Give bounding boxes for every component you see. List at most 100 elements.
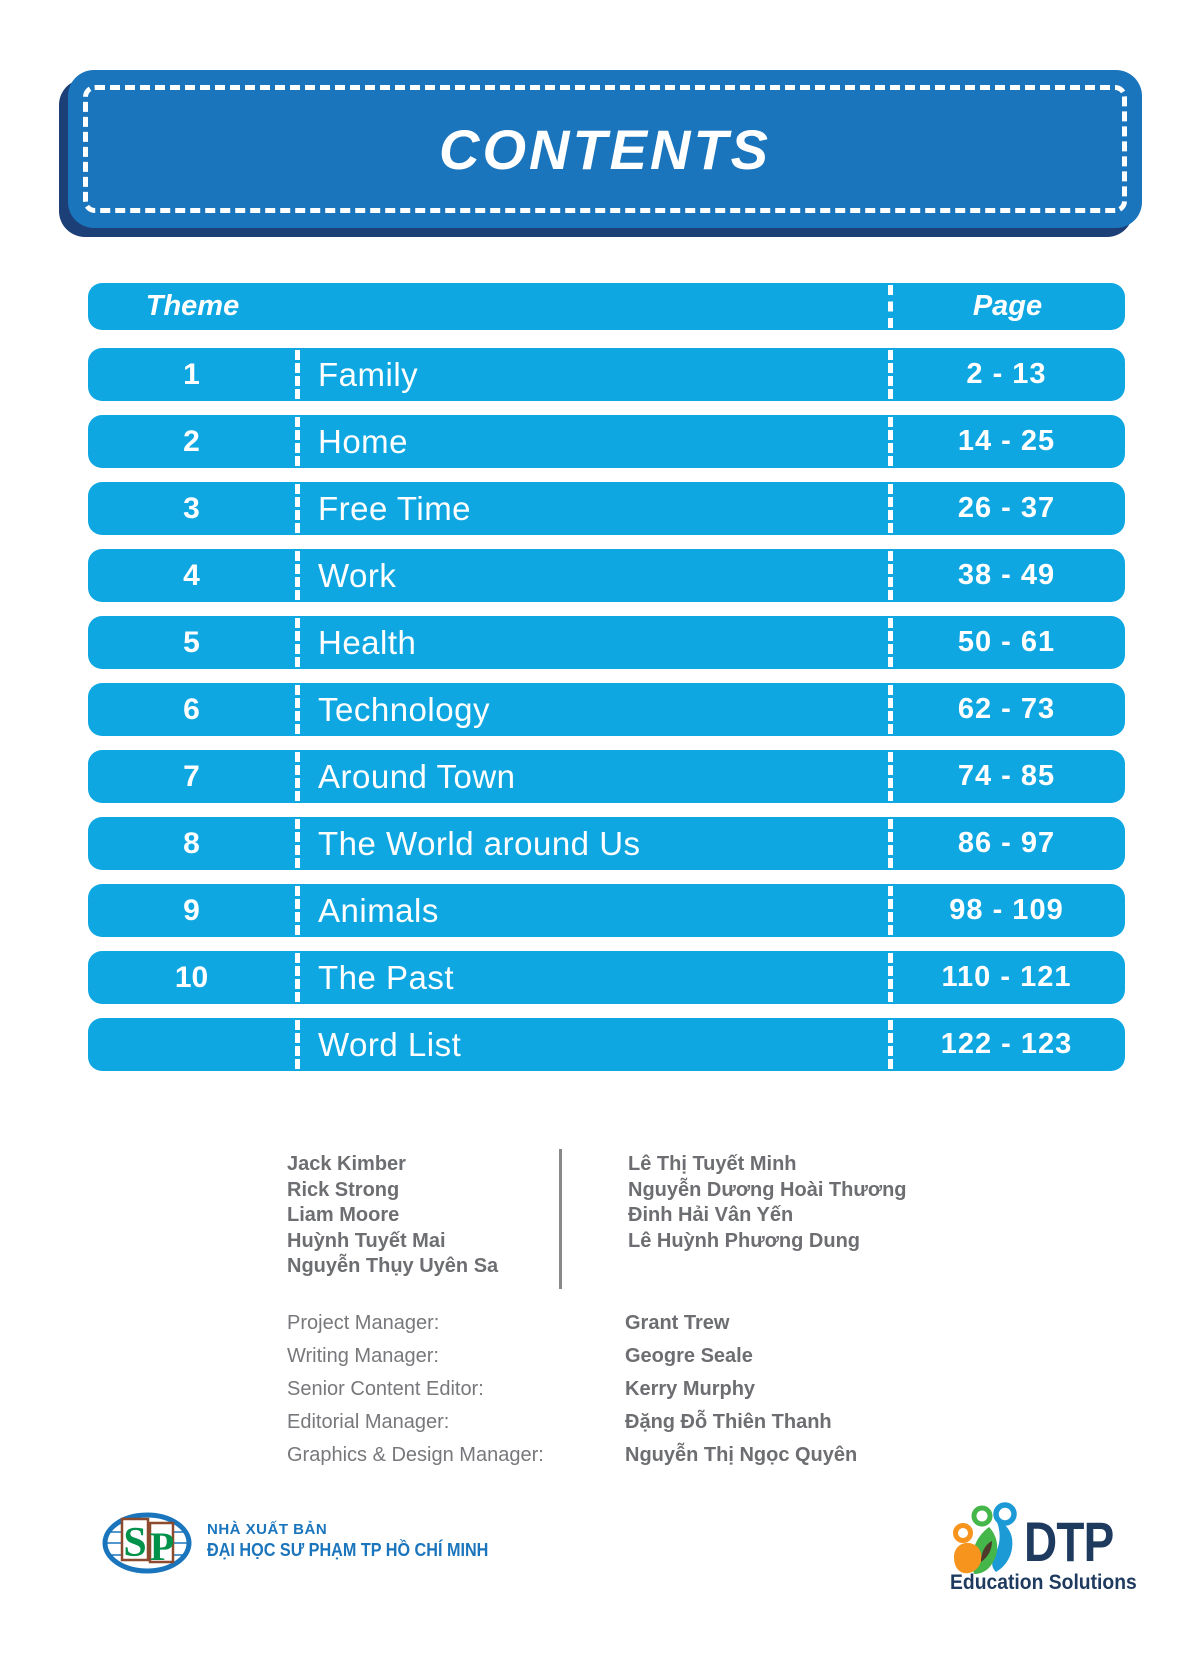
dashed-divider-icon	[295, 551, 300, 600]
toc-table: Theme Page 1 Family 2 - 13 2 Home 14 - 25 3 Fre…	[88, 283, 1125, 1085]
page-range: 62 - 73	[957, 693, 1056, 725]
page-range: 26 - 37	[957, 492, 1056, 524]
toc-row: 6 Technology 62 - 73	[88, 683, 1125, 736]
dashed-divider-icon	[888, 484, 893, 533]
dashed-divider-icon	[888, 886, 893, 935]
toc-row: 8 The World around Us 86 - 97	[88, 817, 1125, 870]
credits-divider	[559, 1149, 562, 1289]
page-column-header: Page	[972, 290, 1043, 322]
dashed-divider-icon	[295, 819, 300, 868]
roles-list: Project Manager: Grant Trew Writing Manage…	[287, 1312, 927, 1477]
toc-row: Word List 122 - 123	[88, 1018, 1125, 1071]
role-row: Project Manager: Grant Trew	[287, 1312, 927, 1345]
dashed-divider-icon	[295, 350, 300, 399]
dashed-border	[83, 85, 1127, 213]
theme-number: 8	[183, 826, 200, 860]
dashed-divider-icon	[888, 1020, 893, 1069]
author-name: Lê Thị Tuyết Minh	[628, 1153, 797, 1175]
page-range: 74 - 85	[957, 760, 1056, 792]
author-name: Đinh Hải Vân Yến	[628, 1204, 794, 1226]
sp-letter-s: S	[123, 1520, 146, 1566]
role-label: Senior Content Editor:	[287, 1378, 484, 1400]
role-row: Graphics & Design Manager: Nguyễn Thị Ngọ…	[287, 1444, 927, 1477]
theme-number: 2	[183, 424, 200, 458]
author-name: Lê Huỳnh Phương Dung	[628, 1229, 861, 1252]
toc-row: 1 Family 2 - 13	[88, 348, 1125, 401]
page-range: 86 - 97	[957, 827, 1056, 859]
page-range: 50 - 61	[957, 626, 1056, 658]
contents-banner: CONTENTS	[68, 70, 1142, 228]
dashed-divider-icon	[295, 417, 300, 466]
dashed-divider-icon	[888, 819, 893, 868]
author-name: Nguyễn Thụy Uyên Sa	[287, 1255, 499, 1277]
role-name: Grant Trew	[625, 1312, 730, 1334]
sp-letter-p: P	[150, 1524, 174, 1569]
toc-row: 3 Free Time 26 - 37	[88, 482, 1125, 535]
dashed-divider-icon	[295, 685, 300, 734]
theme-number: 10	[174, 960, 209, 994]
theme-number: 3	[183, 491, 200, 525]
page-title: CONTENTS	[439, 117, 771, 181]
theme-label: Word List	[318, 1025, 462, 1063]
theme-label: Work	[318, 556, 397, 594]
publisher-name-line1: NHÀ XUẤT BẢN	[207, 1521, 328, 1538]
role-row: Senior Content Editor: Kerry Murphy	[287, 1378, 927, 1411]
theme-label: Family	[318, 355, 419, 393]
dashed-divider-icon	[295, 618, 300, 667]
toc-row: 2 Home 14 - 25	[88, 415, 1125, 468]
role-name: Đặng Đỗ Thiên Thanh	[625, 1411, 832, 1433]
publisher-sp-logo-icon: S P	[102, 1512, 192, 1574]
author-name: Huỳnh Tuyết Mai	[287, 1229, 446, 1252]
author-name: Nguyễn Dương Hoài Thương	[628, 1178, 907, 1201]
theme-label: Around Town	[318, 757, 516, 795]
author-name: Liam Moore	[287, 1204, 400, 1226]
theme-label: Health	[318, 623, 417, 661]
dashed-divider-icon	[888, 618, 893, 667]
author-name: Jack Kimber	[287, 1153, 406, 1175]
authors-left: Jack Kimber Rick Strong Liam Moore Huỳnh Tu…	[287, 1152, 498, 1280]
dashed-divider-icon	[295, 886, 300, 935]
toc-header-row: Theme Page	[88, 283, 1125, 330]
dashed-divider-icon	[295, 752, 300, 801]
theme-number: 9	[183, 893, 200, 927]
dtp-subtitle: Education Solutions	[950, 1571, 1137, 1594]
theme-column-header: Theme	[145, 290, 240, 322]
dashed-divider-icon	[888, 685, 893, 734]
dashed-divider-icon	[295, 484, 300, 533]
theme-label: Technology	[318, 690, 490, 728]
theme-number: 5	[183, 625, 200, 659]
role-label: Editorial Manager:	[287, 1411, 450, 1433]
role-label: Writing Manager:	[287, 1345, 439, 1367]
theme-label: Home	[318, 422, 409, 460]
toc-row: 4 Work 38 - 49	[88, 549, 1125, 602]
role-row: Writing Manager: Geogre Seale	[287, 1345, 927, 1378]
page-range: 110 - 121	[941, 961, 1072, 993]
theme-label: The World around Us	[318, 824, 641, 862]
dtp-wordmark: DTP	[1024, 1510, 1114, 1573]
theme-number: 4	[183, 558, 200, 592]
toc-rows-container: 1 Family 2 - 13 2 Home 14 - 25 3 Free Time 26 - …	[88, 348, 1125, 1071]
role-name: Nguyễn Thị Ngọc Quyên	[625, 1444, 858, 1466]
dashed-divider-icon	[888, 953, 893, 1002]
page-range: 2 - 13	[966, 358, 1047, 390]
publisher-name-line2: ĐẠI HỌC SƯ PHẠM TP HỒ CHÍ MINH	[207, 1540, 489, 1560]
page-range: 122 - 123	[940, 1028, 1073, 1060]
role-label: Project Manager:	[287, 1312, 440, 1334]
page-range: 14 - 25	[957, 425, 1056, 457]
theme-label: Free Time	[318, 489, 472, 527]
theme-number: 6	[183, 692, 200, 726]
role-name: Kerry Murphy	[625, 1378, 756, 1400]
theme-number: 1	[183, 357, 200, 391]
toc-row: 10 The Past 110 - 121	[88, 951, 1125, 1004]
role-name: Geogre Seale	[625, 1345, 753, 1367]
dashed-divider-icon	[295, 953, 300, 1002]
dashed-divider-icon	[295, 1020, 300, 1069]
role-row: Editorial Manager: Đặng Đỗ Thiên Thanh	[287, 1411, 927, 1444]
dtp-people-logo-icon	[953, 1502, 1017, 1574]
toc-row: 7 Around Town 74 - 85	[88, 750, 1125, 803]
authors-right: Lê Thị Tuyết Minh Nguyễn Dương Hoài Thươn…	[628, 1152, 907, 1254]
toc-row: 9 Animals 98 - 109	[88, 884, 1125, 937]
dashed-divider-icon	[888, 285, 893, 328]
author-name: Rick Strong	[287, 1178, 400, 1201]
dashed-divider-icon	[888, 350, 893, 399]
